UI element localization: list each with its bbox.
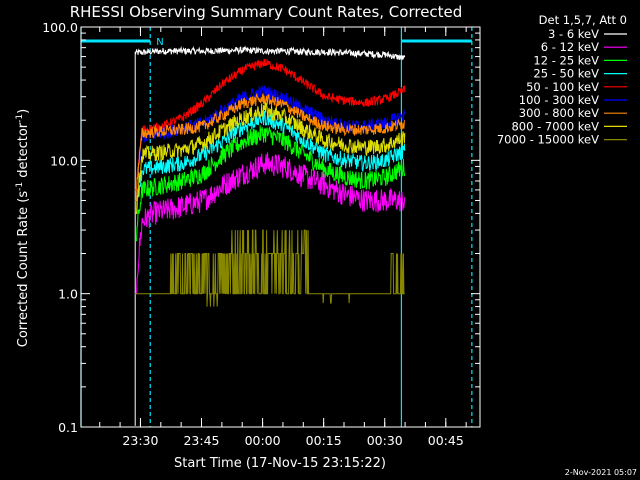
legend-entry-label: 6 - 12 keV bbox=[541, 40, 599, 54]
y-axis: 100.0 10.0 1.0 0.1 bbox=[42, 20, 480, 435]
legend-entry-label: 3 - 6 keV bbox=[548, 27, 599, 41]
legend-entry-label: 25 - 50 keV bbox=[533, 67, 599, 81]
legend-entry-label: 300 - 800 keV bbox=[519, 106, 599, 120]
footer-timestamp: 2-Nov-2021 05:07 bbox=[565, 468, 637, 477]
y-tick-label: 0.1 bbox=[58, 420, 78, 435]
series-line bbox=[135, 229, 405, 307]
x-tick-label: 00:15 bbox=[306, 433, 342, 448]
x-tick-label: 23:30 bbox=[122, 433, 158, 448]
series-line bbox=[134, 45, 406, 426]
legend-header: Det 1,5,7, Att 0 bbox=[539, 13, 627, 27]
x-axis: 23:30 23:45 00:00 00:15 00:30 00:45 bbox=[99, 27, 467, 448]
legend-entry-label: 7000 - 15000 keV bbox=[497, 133, 599, 147]
legend-entry-label: 12 - 25 keV bbox=[533, 53, 599, 67]
series-line bbox=[135, 152, 406, 295]
legend-entry-label: 50 - 100 keV bbox=[526, 80, 599, 94]
y-tick-label: 100.0 bbox=[42, 20, 78, 35]
y-axis-label-part3: ) bbox=[16, 109, 31, 114]
x-tick-label: 00:00 bbox=[245, 433, 281, 448]
series-line bbox=[135, 110, 406, 214]
y-axis-label: Corrected Count Rate (s-1 detector-1) bbox=[15, 109, 31, 347]
legend-entry-label: 800 - 7000 keV bbox=[511, 119, 599, 133]
series-line bbox=[135, 92, 406, 201]
y-axis-label-sup2: -1 bbox=[15, 114, 25, 123]
y-tick-label: 10.0 bbox=[50, 153, 78, 168]
series-line bbox=[135, 101, 406, 214]
y-axis-label-part2: detector bbox=[16, 122, 31, 182]
x-axis-label: Start Time (17-Nov-15 23:15:22) bbox=[174, 456, 386, 471]
series-line bbox=[135, 125, 406, 242]
series-line bbox=[135, 58, 406, 191]
chart-title: RHESSI Observing Summary Count Rates, Co… bbox=[70, 3, 463, 21]
plot-frame bbox=[80, 26, 481, 428]
x-tick-label: 23:45 bbox=[183, 433, 219, 448]
y-axis-label-part1: Corrected Count Rate (s bbox=[16, 191, 31, 348]
series-layer bbox=[134, 45, 406, 426]
y-axis-label-sup1: -1 bbox=[15, 182, 25, 191]
x-tick-label: 00:45 bbox=[428, 433, 464, 448]
y-tick-label: 1.0 bbox=[58, 287, 78, 302]
vertical-markers: N bbox=[80, 27, 473, 427]
x-tick-label: 00:30 bbox=[367, 433, 403, 448]
night-marker-label: N bbox=[156, 37, 163, 48]
legend-entry-label: 100 - 300 keV bbox=[519, 93, 599, 107]
